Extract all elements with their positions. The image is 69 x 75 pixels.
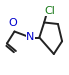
Text: Cl: Cl [44, 5, 55, 16]
Text: N: N [26, 32, 35, 43]
Text: O: O [8, 17, 17, 28]
